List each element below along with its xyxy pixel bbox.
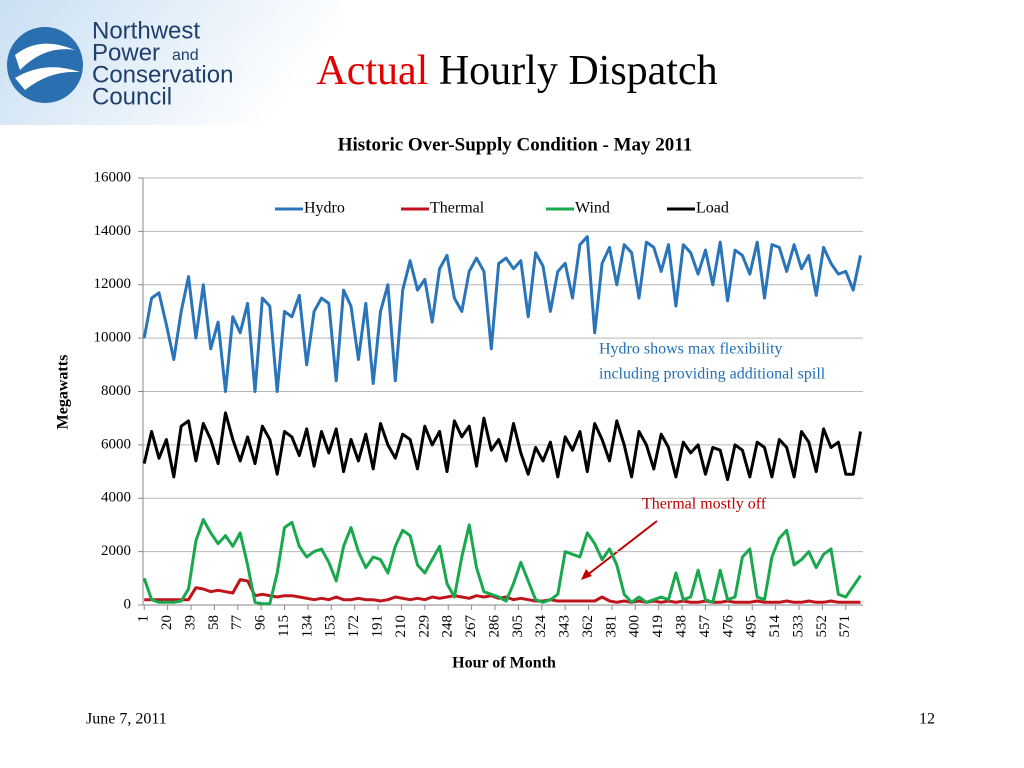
logo-icon [7, 27, 83, 103]
x-tick-label: 571 [837, 615, 853, 638]
x-tick-label: 381 [603, 615, 619, 638]
legend-label: Load [696, 200, 729, 217]
series-line [142, 235, 862, 393]
x-tick-label: 191 [370, 615, 386, 638]
logo-text: Conservation [92, 61, 233, 88]
x-tick-label: 58 [206, 615, 222, 630]
annotation-arrow [581, 520, 658, 580]
x-tick-label: 476 [720, 615, 736, 638]
x-tick-label: 438 [674, 615, 690, 638]
y-tick-label: 10000 [94, 330, 132, 346]
title-part: Actual [316, 48, 428, 94]
x-tick-label: 229 [416, 615, 432, 638]
annotation: Thermal mostly off [642, 496, 767, 513]
series-line [142, 518, 862, 606]
y-tick-label: 12000 [94, 276, 132, 292]
x-tick-label: 533 [790, 615, 806, 638]
y-tick-label: 2000 [101, 543, 131, 559]
x-tick-label: 400 [627, 615, 643, 638]
slide-title: Actual Hourly Dispatch [316, 48, 717, 94]
x-tick-label: 115 [276, 615, 292, 637]
x-tick-label: 514 [767, 615, 783, 638]
legend-label: Wind [575, 200, 610, 217]
x-tick-label: 495 [744, 615, 760, 638]
x-tick-label: 305 [510, 615, 526, 638]
x-tick-label: 248 [440, 615, 456, 638]
legend-label: Thermal [430, 200, 485, 217]
x-tick-label: 552 [814, 615, 830, 638]
logo-text: and [172, 47, 199, 64]
legend-label: Hydro [304, 200, 345, 217]
x-tick-label: 39 [182, 615, 198, 630]
x-tick-label: 324 [533, 615, 549, 638]
annotation: including providing additional spill [599, 366, 826, 383]
y-tick-label: 8000 [101, 383, 131, 399]
footer-date: June 7, 2011 [86, 711, 167, 728]
y-tick-label: 4000 [101, 490, 131, 506]
x-tick-label: 153 [323, 615, 339, 638]
x-tick-label: 362 [580, 615, 596, 638]
y-tick-label: 6000 [101, 436, 131, 452]
series-line [142, 411, 862, 482]
x-tick-label: 96 [253, 615, 269, 631]
x-tick-label: 267 [463, 615, 479, 638]
title-part: Hourly Dispatch [439, 48, 718, 94]
x-tick-label: 457 [697, 615, 713, 638]
x-tick-label: 134 [299, 615, 315, 638]
y-tick-label: 14000 [94, 223, 132, 239]
y-tick-label: 0 [124, 596, 132, 612]
logo-text: Power [92, 39, 160, 66]
annotation: Hydro shows max flexibility [599, 341, 783, 358]
logo-text: Council [92, 83, 172, 110]
y-tick-label: 16000 [94, 169, 132, 185]
x-tick-label: 343 [557, 615, 573, 638]
page-number: 12 [919, 711, 935, 728]
y-axis-label: Megawatts [55, 355, 72, 430]
x-tick-label: 172 [346, 615, 362, 638]
x-tick-label: 210 [393, 615, 409, 638]
x-axis-label: Hour of Month [452, 655, 556, 672]
logo-text: Northwest [92, 17, 200, 44]
x-tick-label: 419 [650, 615, 666, 638]
x-tick-label: 77 [229, 615, 245, 631]
x-tick-label: 1 [136, 615, 152, 623]
chart-title: Historic Over-Supply Condition - May 201… [338, 134, 693, 155]
x-tick-label: 20 [159, 615, 175, 630]
x-tick-label: 286 [486, 615, 502, 638]
